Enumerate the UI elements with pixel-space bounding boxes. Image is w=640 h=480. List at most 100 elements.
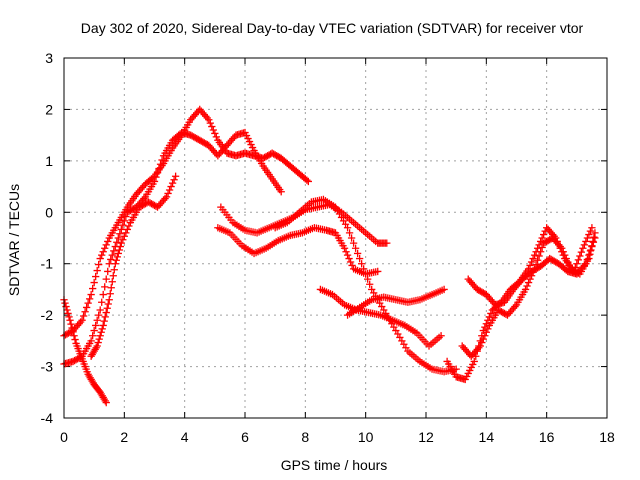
data-point — [357, 260, 366, 268]
data-point — [156, 160, 165, 168]
data-point — [104, 267, 112, 276]
data-point — [93, 316, 101, 324]
x-tick-label: 10 — [358, 429, 374, 445]
data-point — [104, 300, 112, 308]
data-points — [60, 105, 599, 407]
x-tick-label: 2 — [120, 429, 128, 445]
data-point — [112, 256, 120, 264]
chart-title: Day 302 of 2020, Sidereal Day-to-day VTE… — [81, 20, 584, 36]
data-point — [66, 316, 74, 324]
data-point — [89, 284, 97, 293]
y-tick-label: -1 — [41, 256, 54, 272]
data-point — [122, 212, 130, 221]
data-point — [105, 260, 113, 268]
y-tick-label: 1 — [45, 153, 53, 169]
x-tick-label: 6 — [241, 429, 249, 445]
data-point — [117, 225, 125, 234]
y-tick-label: -3 — [41, 359, 54, 375]
data-point — [383, 239, 391, 247]
data-point — [93, 266, 101, 275]
data-point — [110, 247, 118, 255]
y-tick-label: -2 — [41, 307, 54, 323]
data-point — [585, 251, 593, 259]
data-point — [102, 398, 110, 407]
x-tick-label: 18 — [599, 429, 615, 445]
data-point — [113, 253, 121, 261]
data-point — [115, 246, 123, 254]
data-point — [116, 230, 124, 238]
data-point — [82, 303, 91, 312]
data-point — [94, 338, 102, 347]
data-point — [343, 224, 352, 232]
data-point — [69, 328, 77, 336]
data-point — [374, 267, 382, 276]
data-point — [440, 285, 448, 294]
data-point — [588, 224, 596, 232]
data-point — [589, 238, 598, 246]
data-point — [101, 313, 109, 321]
data-point — [70, 332, 78, 340]
data-point — [576, 252, 584, 260]
data-point — [116, 242, 124, 251]
data-point — [535, 252, 543, 260]
data-point — [304, 177, 312, 186]
y-tick-label: 2 — [45, 101, 53, 117]
y-tick-label: -4 — [41, 410, 54, 426]
data-point — [93, 342, 101, 350]
y-axis-label: SDTVAR / TECUs — [6, 184, 22, 296]
data-point — [538, 243, 546, 252]
data-point — [95, 335, 103, 343]
data-point — [61, 299, 69, 307]
data-point — [351, 244, 360, 252]
data-point — [114, 249, 122, 258]
data-point — [96, 332, 104, 340]
data-point — [79, 312, 88, 320]
data-point — [360, 265, 368, 273]
series-satellite-track-9 — [343, 285, 448, 319]
data-point — [96, 306, 104, 314]
data-point — [113, 238, 121, 246]
data-point — [574, 256, 582, 264]
data-point — [366, 280, 374, 288]
data-point — [63, 306, 71, 314]
data-point — [586, 247, 595, 255]
data-point — [355, 254, 364, 263]
series-satellite-track-4 — [87, 172, 180, 360]
data-point — [95, 311, 103, 319]
data-point — [470, 357, 478, 366]
data-point — [101, 283, 109, 291]
data-point — [277, 188, 285, 196]
data-point — [64, 309, 72, 318]
data-point — [105, 296, 113, 304]
data-point — [158, 156, 166, 164]
data-point — [153, 169, 162, 177]
data-point — [582, 260, 590, 268]
x-tick-label: 0 — [60, 429, 68, 445]
data-point — [78, 316, 86, 324]
y-tick-label: 0 — [45, 204, 53, 220]
x-axis-label: GPS time / hours — [281, 457, 388, 473]
data-point — [119, 221, 127, 229]
data-point — [92, 272, 100, 281]
data-point — [100, 317, 108, 325]
data-point — [84, 299, 92, 307]
series-satellite-track-12 — [464, 234, 599, 309]
data-point — [437, 332, 445, 340]
data-point — [99, 321, 107, 330]
data-point — [573, 260, 581, 268]
data-point — [349, 239, 358, 247]
data-point — [81, 308, 89, 316]
plot-area-frame — [63, 57, 608, 419]
data-point — [98, 325, 106, 333]
data-point — [87, 337, 95, 345]
data-point — [90, 326, 98, 335]
data-point — [353, 249, 362, 258]
data-point — [98, 298, 106, 306]
x-tick-label: 8 — [301, 429, 309, 445]
data-point — [108, 251, 116, 259]
data-point — [591, 234, 599, 242]
data-point — [68, 324, 76, 332]
data-point — [89, 332, 97, 340]
